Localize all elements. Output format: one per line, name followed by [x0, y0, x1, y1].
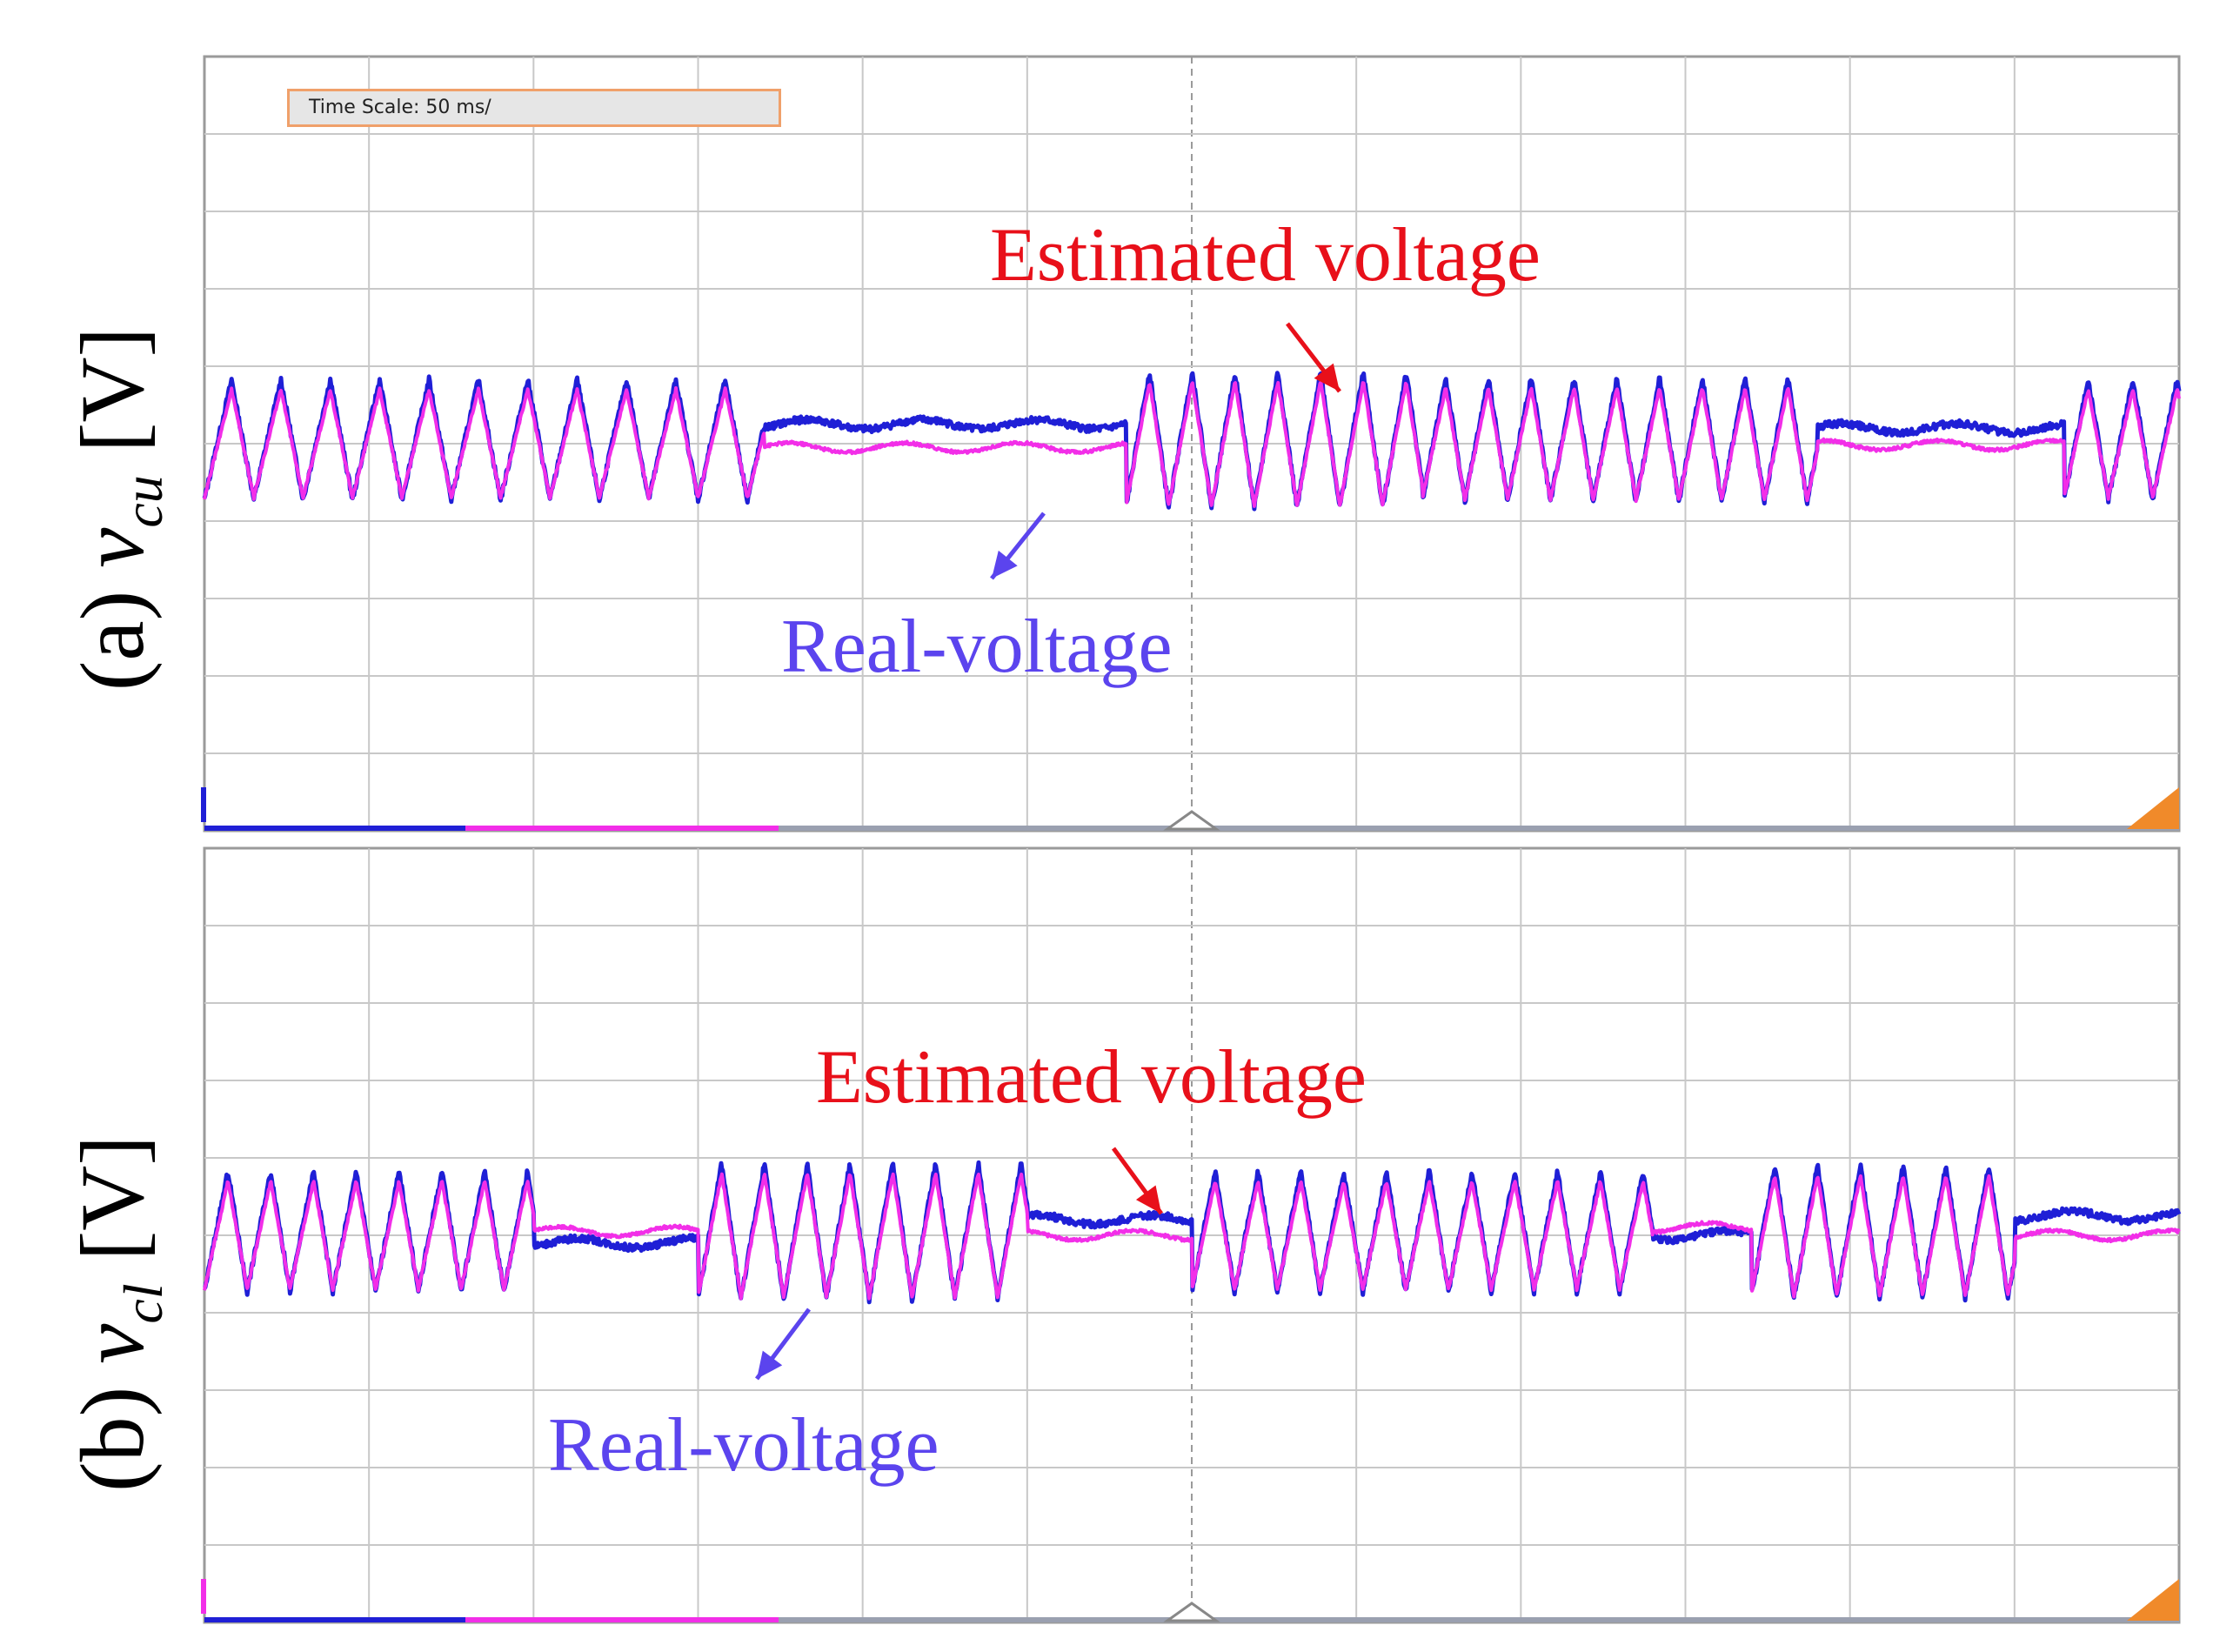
panel-b-ylabel: (b) vcl [V] [61, 1070, 174, 1557]
panel-a-real-arrow-head [992, 550, 1018, 579]
panel-b-ylabel-unit: [V] [63, 1135, 163, 1284]
panel-b-ylabel-var: v [63, 1323, 163, 1364]
panel-b-ch1-bar [204, 1617, 465, 1622]
panel-a-real-label: Real-voltage [781, 605, 1173, 689]
panel-b-trigger-marker [1163, 1602, 1220, 1622]
panel-a-trigger-marker [1163, 810, 1220, 831]
panel-b-ch2-bar [465, 1617, 779, 1622]
panel-a-ylabel-prefix: (a) [63, 567, 163, 692]
panel-a-estimated-voltage-trace [203, 380, 2181, 508]
panel-a-ch2-bar [465, 826, 779, 831]
panel-b-real-label: Real-voltage [548, 1403, 939, 1488]
panel-a-corner-marker [2127, 787, 2179, 829]
panel-a-ylabel-sub: cu [111, 475, 174, 528]
panel-a-estimated-label: Estimated voltage [990, 213, 1541, 298]
panel-b-ylabel-sub: cl [111, 1283, 174, 1324]
panel-b-ch-marker [201, 1579, 206, 1614]
panel-b-real-arrow-head [757, 1350, 783, 1379]
panel-a-ch1-bar [204, 826, 465, 831]
time-scale-box: Time Scale: 50 ms/ [287, 89, 781, 127]
panel-b-estimated-label: Estimated voltage [816, 1035, 1367, 1120]
panel-a-ylabel: (a) vcu [V] [61, 265, 174, 752]
panel-b-estimated-voltage-trace [203, 1172, 2181, 1301]
panel-b-estimated-arrow-head [1135, 1185, 1161, 1214]
panel-b-corner-marker [2127, 1579, 2179, 1621]
panel-a-ch-marker [201, 787, 206, 822]
panel-a-estimated-arrow-head [1314, 363, 1340, 391]
panel-a-ylabel-var: v [63, 527, 163, 568]
panel-b-ylabel-prefix: (b) [63, 1363, 163, 1492]
panel-a-ylabel-unit: [V] [63, 326, 163, 476]
